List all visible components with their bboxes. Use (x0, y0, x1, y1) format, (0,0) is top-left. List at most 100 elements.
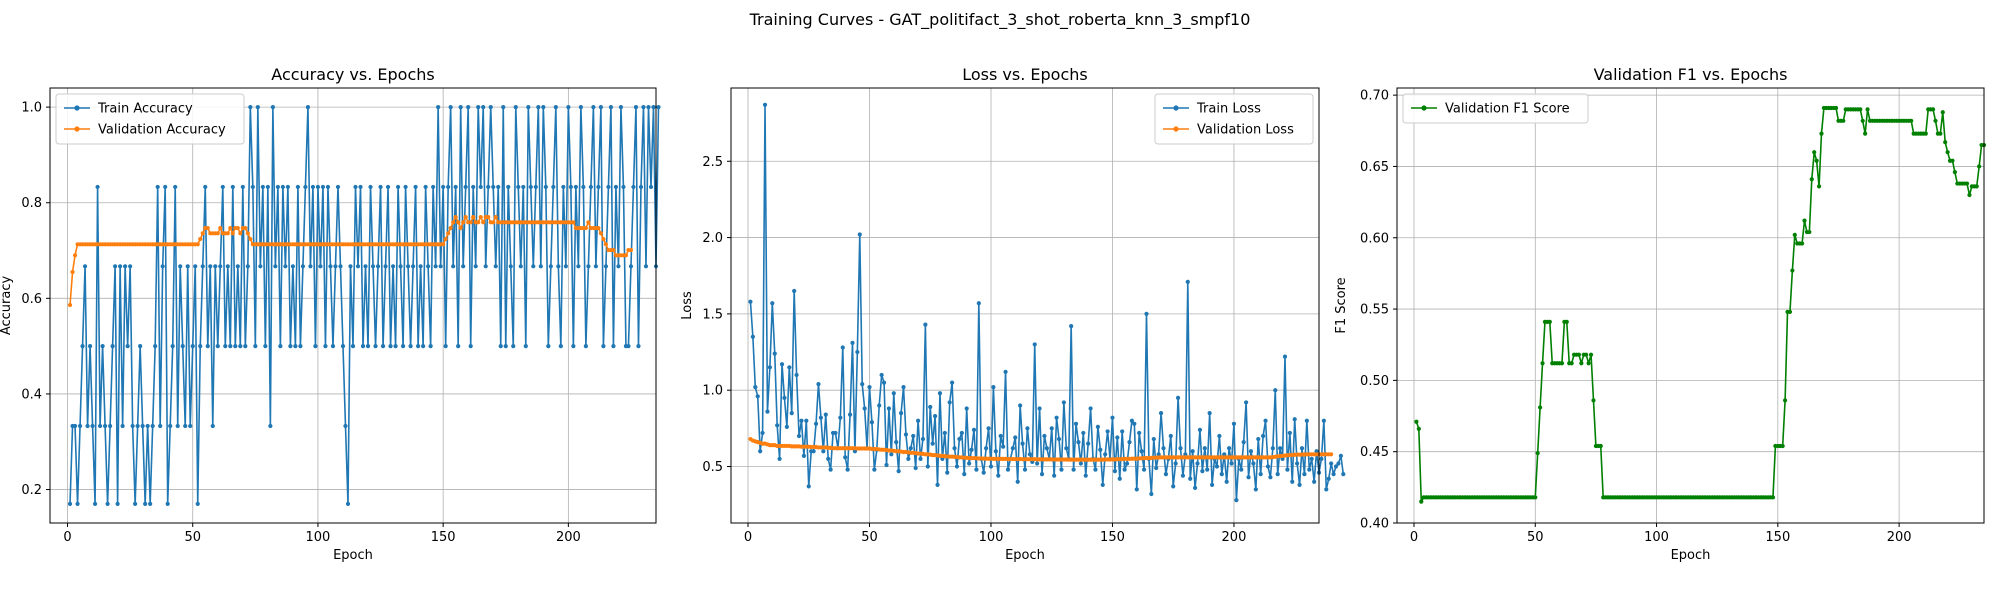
x-tick-label: 0 (63, 530, 71, 545)
data-point (796, 433, 802, 439)
data-point (375, 264, 381, 269)
y-tick-label: 0.60 (1360, 231, 1389, 246)
data-point (1564, 319, 1569, 324)
data-point (852, 449, 858, 454)
data-point (1207, 411, 1212, 416)
data-point (794, 372, 799, 378)
data-point (1214, 464, 1220, 469)
data-point (750, 334, 755, 339)
data-point (506, 184, 511, 190)
data-point (828, 467, 833, 472)
data-point (1341, 472, 1346, 477)
data-point (596, 225, 601, 231)
y-axis-label: Loss (680, 291, 695, 320)
data-point (533, 184, 538, 190)
data-point (403, 184, 408, 190)
data-point (323, 344, 328, 349)
data-point (641, 105, 646, 110)
data-point (571, 220, 576, 225)
data-point (1056, 436, 1062, 442)
data-point (413, 184, 418, 190)
series-validation-f1-score (1414, 105, 1987, 504)
data-point (1569, 361, 1574, 366)
data-point (1329, 461, 1334, 466)
data-point (466, 105, 471, 110)
data-point (611, 344, 616, 349)
data-point (198, 236, 203, 242)
data-point (962, 472, 967, 477)
chart-title: Accuracy vs. Epochs (271, 65, 434, 84)
data-point (265, 184, 270, 190)
data-point (1010, 446, 1015, 451)
data-point (1940, 110, 1945, 115)
data-point (1202, 446, 1207, 451)
data-point (896, 469, 901, 474)
data-point (253, 344, 258, 349)
data-point (1787, 309, 1793, 315)
data-point (335, 184, 341, 190)
data-point (290, 264, 295, 269)
data-point (1190, 449, 1195, 454)
data-point (343, 423, 348, 429)
data-point (1054, 415, 1059, 420)
data-point (1319, 456, 1324, 461)
data-point (215, 344, 220, 349)
data-point (758, 449, 763, 454)
data-point (901, 385, 906, 390)
data-point (1416, 426, 1421, 431)
data-point (543, 184, 548, 190)
series-train-accuracy (67, 105, 661, 506)
series-validation-loss (748, 436, 1334, 462)
data-point (328, 264, 333, 269)
data-point (593, 264, 599, 269)
data-point (556, 264, 561, 269)
data-point (1588, 352, 1594, 357)
data-point (1598, 443, 1603, 449)
x-tick-label: 200 (556, 530, 581, 545)
data-point (1095, 424, 1100, 429)
data-point (130, 423, 135, 429)
data-point (945, 470, 950, 475)
series-validation-accuracy (67, 214, 634, 308)
data-point (501, 105, 506, 110)
x-tick-label: 150 (1100, 530, 1125, 545)
data-point (1338, 453, 1343, 458)
data-point (1042, 433, 1047, 439)
data-point (503, 344, 508, 349)
legend-box (1402, 93, 1589, 124)
data-point (433, 264, 438, 269)
data-point (971, 427, 977, 432)
data-point (1178, 446, 1183, 451)
data-point (826, 456, 831, 461)
x-axis-label: Epoch (1005, 548, 1045, 563)
y-tick-label: 0.4 (21, 387, 42, 402)
data-point (1307, 467, 1312, 472)
data-point (775, 423, 780, 428)
data-point (1807, 229, 1812, 235)
data-point (993, 449, 998, 454)
data-point (1217, 433, 1222, 439)
data-point (603, 264, 609, 269)
data-point (298, 344, 303, 349)
data-point (813, 421, 819, 426)
data-point (1770, 495, 1776, 500)
data-point (120, 423, 125, 429)
data-point (513, 105, 518, 110)
data-point (1812, 150, 1817, 155)
data-point (173, 184, 178, 190)
data-point (1052, 473, 1057, 478)
data-point (230, 184, 235, 190)
data-point (313, 344, 318, 349)
data-point (1329, 452, 1334, 457)
data-point (1799, 241, 1805, 246)
data-point (423, 184, 428, 190)
data-point (1547, 319, 1552, 324)
data-point (123, 264, 128, 269)
data-point (1195, 461, 1200, 466)
data-point (193, 264, 198, 269)
data-point (1579, 361, 1584, 366)
data-point (538, 264, 543, 269)
data-point (245, 231, 250, 236)
data-point (1977, 164, 1982, 169)
data-point (753, 385, 758, 390)
